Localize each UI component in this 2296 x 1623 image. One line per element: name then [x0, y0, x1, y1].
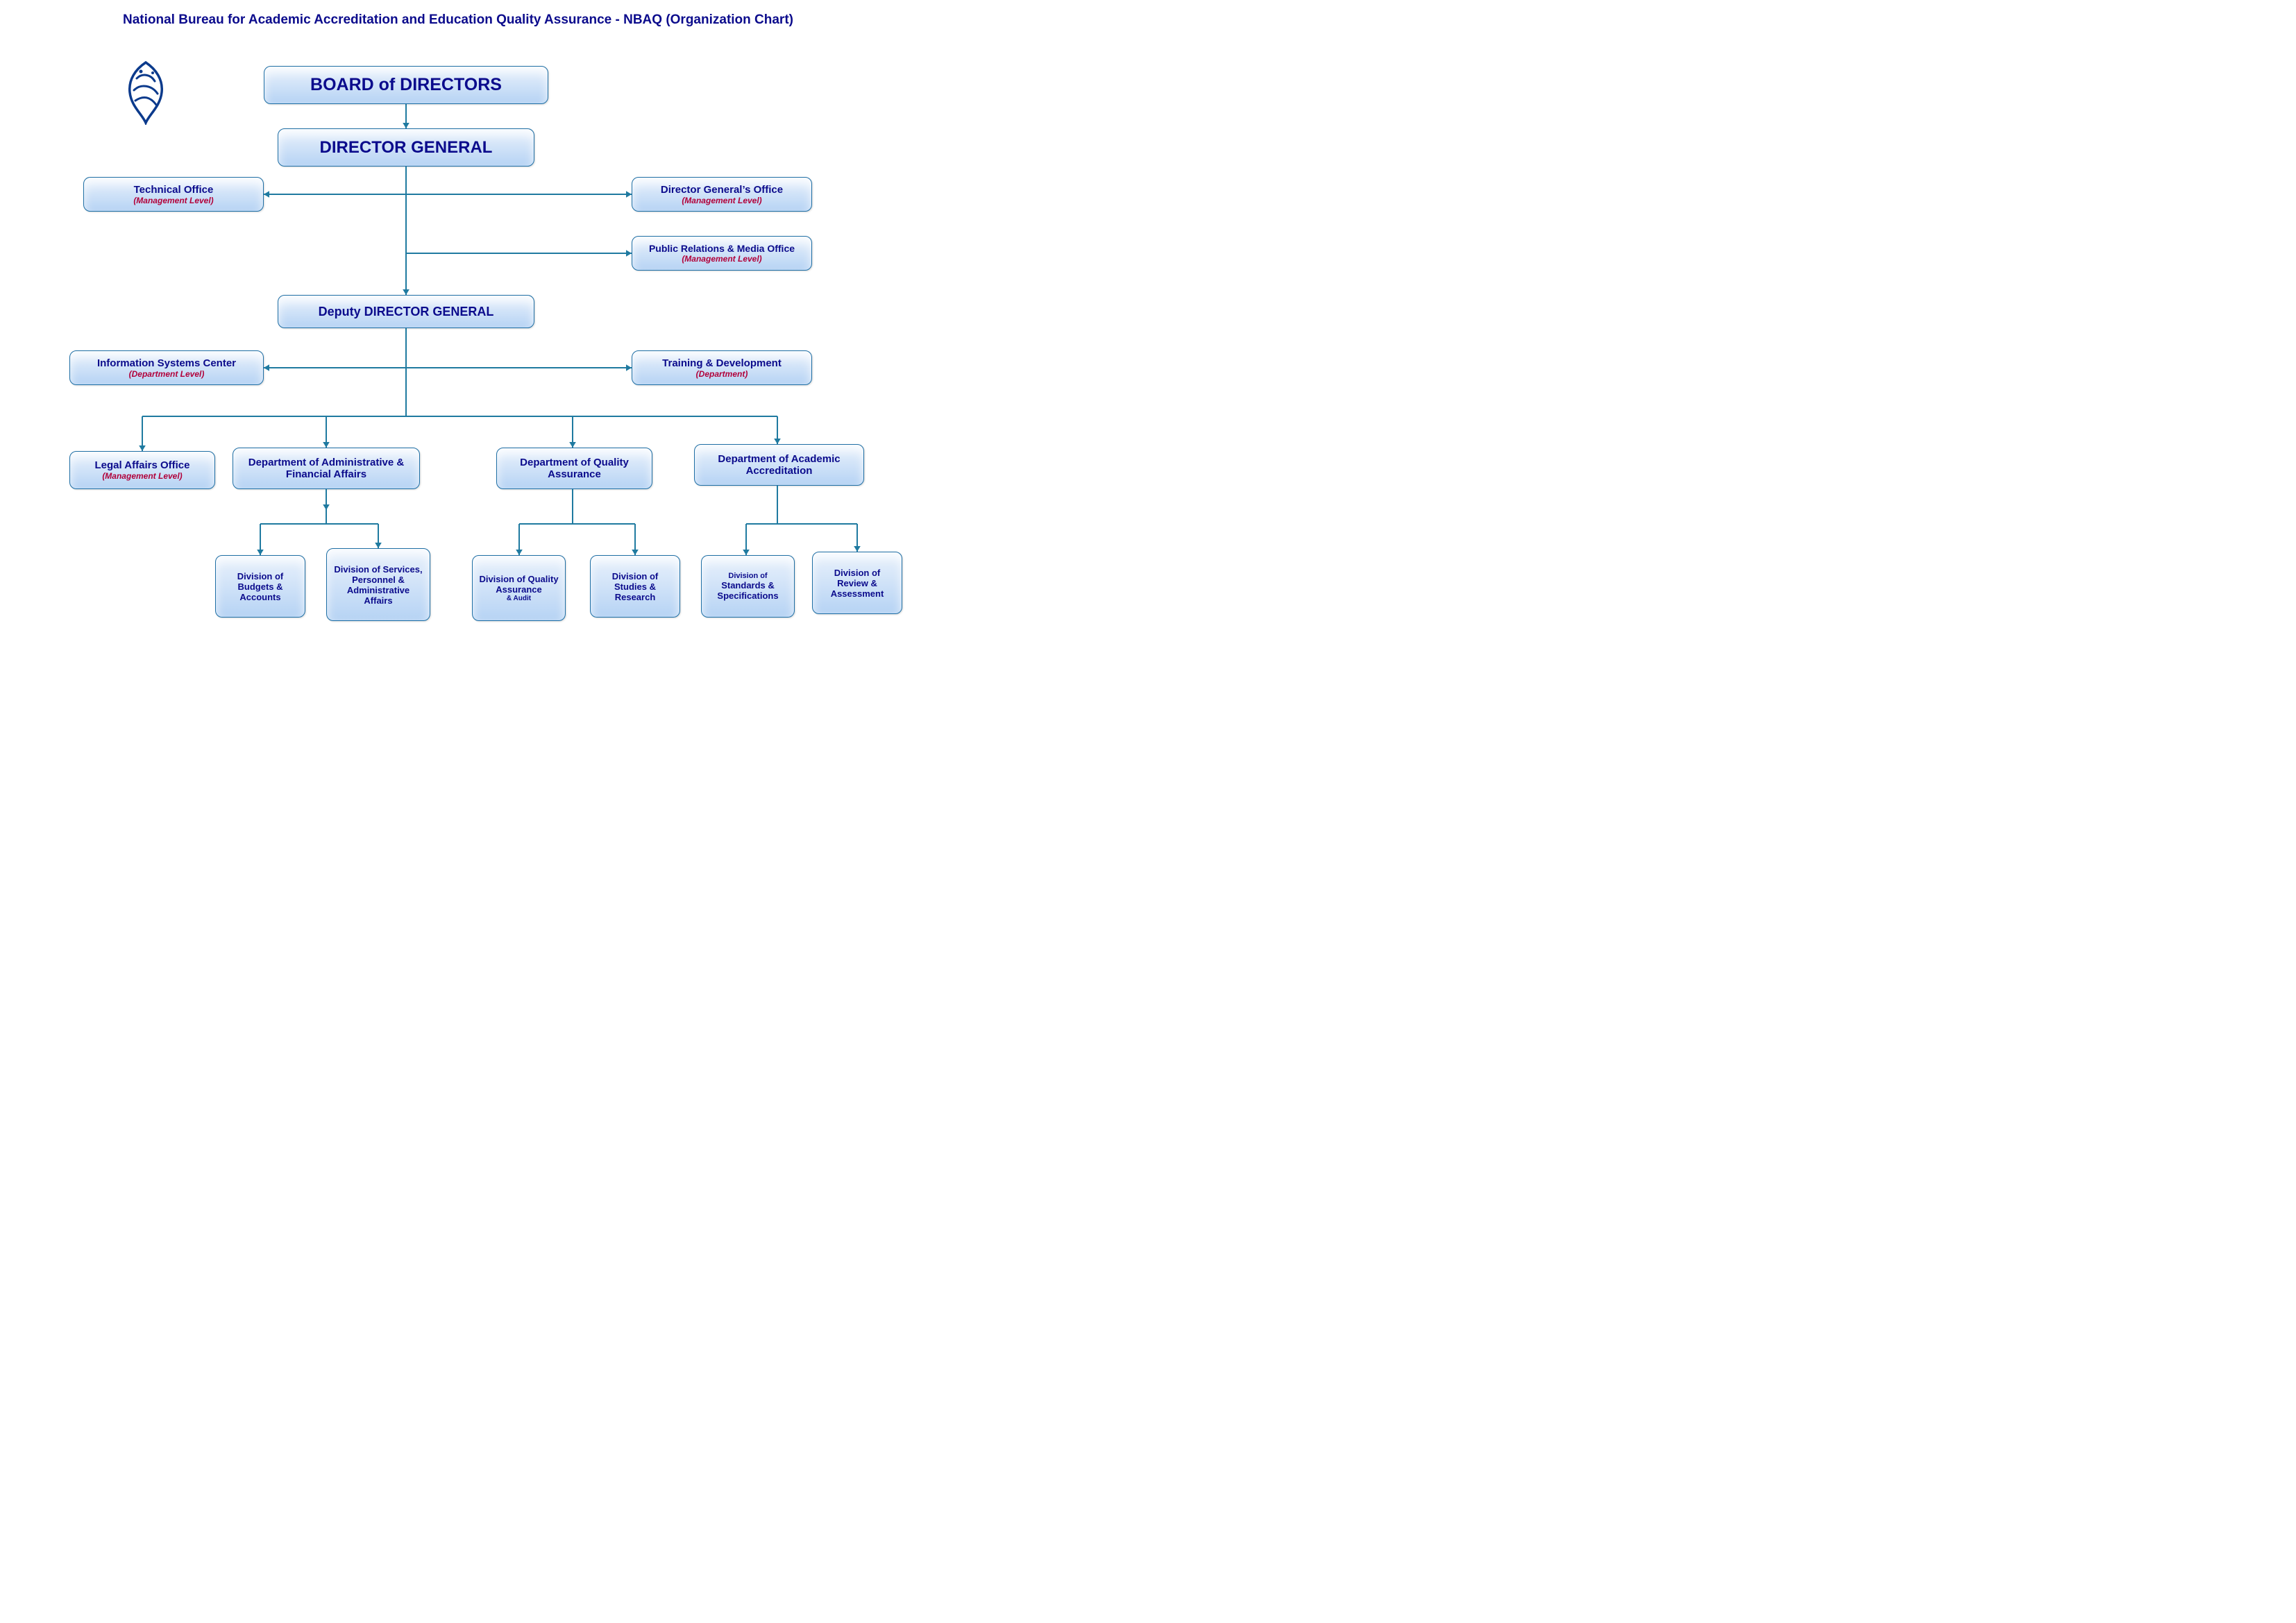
- node-academic-accreditation: Department of Academic Accreditation: [694, 444, 864, 486]
- org-logo: [115, 59, 177, 128]
- node-dg-office: Director General’s Office (Management Le…: [632, 177, 812, 212]
- node-public-relations: Public Relations & Media Office (Managem…: [632, 236, 812, 271]
- node-div-review: Division of Review & Assessment: [812, 552, 902, 614]
- node-admin-financial: Department of Administrative & Financial…: [233, 448, 420, 489]
- node-quality-assurance: Department of Quality Assurance: [496, 448, 652, 489]
- node-technical-office: Technical Office (Management Level): [83, 177, 264, 212]
- node-training-development: Training & Development (Department): [632, 350, 812, 385]
- node-div-services: Division of Services, Personnel & Admini…: [326, 548, 430, 621]
- node-div-budgets: Division of Budgets & Accounts: [215, 555, 305, 618]
- node-legal-affairs: Legal Affairs Office (Management Level): [69, 451, 215, 489]
- node-div-studies: Division of Studies & Research: [590, 555, 680, 618]
- node-div-qa-audit: Division of Quality Assurance & Audit: [472, 555, 566, 621]
- node-board: BOARD of DIRECTORS: [264, 66, 548, 104]
- node-information-systems: Information Systems Center (Department L…: [69, 350, 264, 385]
- node-deputy-director-general: Deputy DIRECTOR GENERAL: [278, 295, 534, 328]
- chart-title: National Bureau for Academic Accreditati…: [0, 12, 916, 28]
- node-director-general: DIRECTOR GENERAL: [278, 128, 534, 167]
- node-div-standards: Division of Standards & Specifications: [701, 555, 795, 618]
